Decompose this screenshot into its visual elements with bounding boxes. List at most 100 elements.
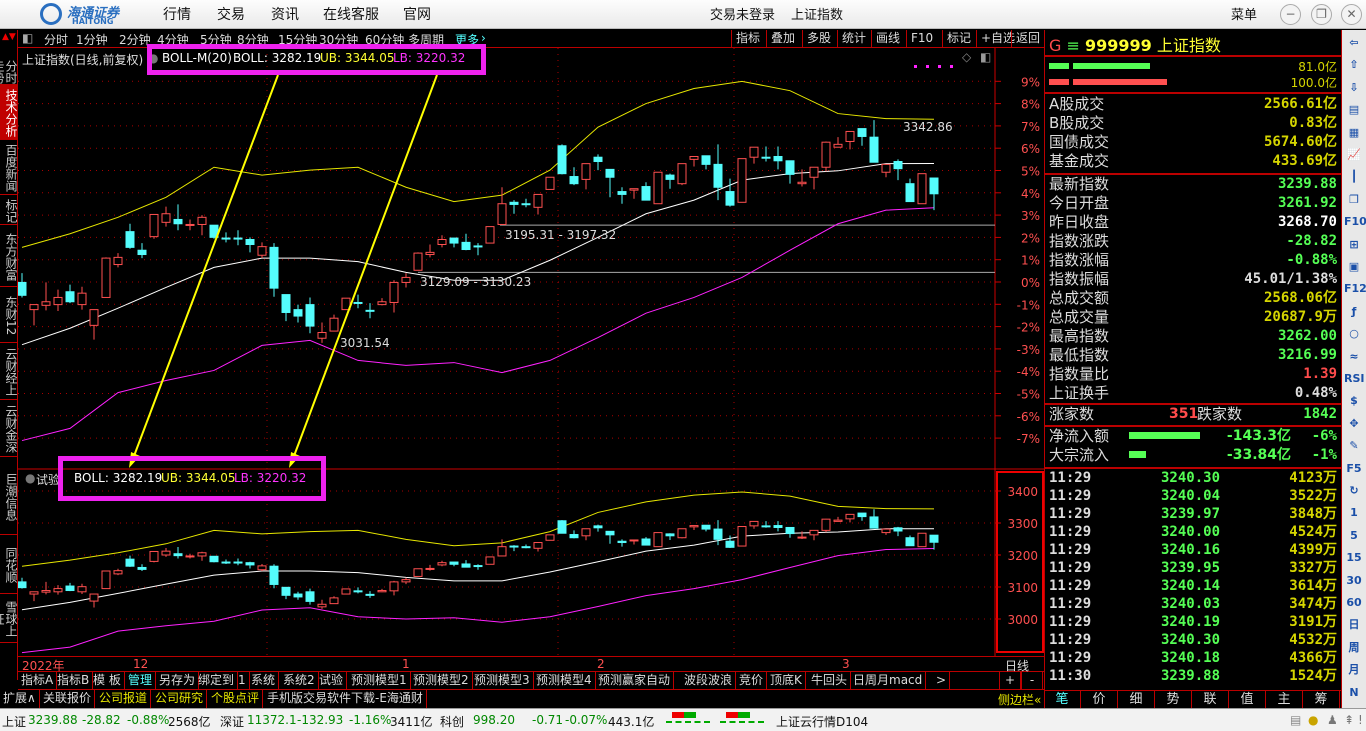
indicator-tab[interactable]: 系统2 bbox=[280, 672, 319, 690]
extension-tab[interactable]: 公司报道 bbox=[96, 690, 152, 708]
icon-bar-button[interactable]: 30 bbox=[1346, 573, 1362, 587]
diamond-icon[interactable]: ◇ bbox=[962, 50, 972, 64]
right-tab[interactable]: 筹 bbox=[1303, 691, 1340, 709]
indicator-tab[interactable]: 牛回头 bbox=[808, 672, 852, 690]
pencil-icon[interactable]: ✎ bbox=[1349, 439, 1359, 453]
period-tab[interactable]: 分时 bbox=[44, 33, 69, 47]
sidebar-item[interactable]: 巨潮信息 bbox=[0, 457, 18, 535]
menu-official-site[interactable]: 官网 bbox=[403, 7, 431, 23]
sidebar-item[interactable]: 分时走势 bbox=[0, 57, 18, 85]
toolbar-button[interactable]: 统计 bbox=[837, 30, 870, 48]
sz-name[interactable]: 深证 bbox=[220, 715, 245, 729]
left-arrow-icon[interactable]: ⇦ bbox=[1349, 36, 1359, 49]
menu-service[interactable]: 在线客服 bbox=[323, 7, 379, 23]
icon-bar-button[interactable]: F12 bbox=[1344, 282, 1366, 296]
menu-icon[interactable]: ≡ bbox=[1066, 36, 1080, 55]
menu-trade[interactable]: 交易 bbox=[217, 7, 245, 23]
period-tab[interactable]: 30分钟 bbox=[319, 33, 359, 47]
icon-bar-button[interactable]: N bbox=[1349, 685, 1359, 699]
indicator-tab[interactable]: 预测模型3 bbox=[471, 672, 534, 690]
period-tab[interactable]: 4分钟 bbox=[157, 33, 189, 47]
period-tab[interactable]: 多周期 bbox=[408, 33, 445, 47]
zoom-out-button[interactable]: - bbox=[1021, 672, 1043, 690]
toolbar-button[interactable]: 多股 bbox=[802, 30, 835, 48]
notes-icon[interactable]: ▣ bbox=[1348, 260, 1360, 273]
icon-bar-button[interactable]: 周 bbox=[1348, 640, 1360, 654]
period-tab[interactable]: 2分钟 bbox=[119, 33, 151, 47]
tree-icon[interactable]: ⊞ bbox=[1349, 237, 1359, 251]
toolbar-button[interactable]: 返回 bbox=[1011, 30, 1044, 48]
extension-tab[interactable]: 手机版交易软件下载-E海通财 bbox=[264, 690, 427, 708]
toolbar-button[interactable]: +自选 bbox=[976, 30, 1019, 48]
toolbar-button[interactable]: 画线 bbox=[871, 30, 904, 48]
period-tab[interactable]: 8分钟 bbox=[237, 33, 269, 47]
minimize-icon[interactable]: − bbox=[1280, 4, 1301, 25]
indicator-tab[interactable]: 绑定到 bbox=[195, 672, 239, 690]
icon-bar-button[interactable]: 60 bbox=[1346, 596, 1362, 609]
indicator-tab[interactable]: 指标B bbox=[54, 672, 94, 690]
server-name[interactable]: 上证云行情D104 bbox=[776, 715, 869, 729]
indicator-tab[interactable]: 日周月macd bbox=[850, 672, 927, 690]
wave-icon[interactable]: ≈ bbox=[1349, 349, 1359, 363]
restore-icon[interactable]: ❐ bbox=[1311, 4, 1332, 25]
period-tab[interactable]: 60分钟 bbox=[365, 33, 405, 47]
sidebar-item[interactable]: 东方财富 bbox=[0, 225, 18, 287]
right-tab[interactable]: 笔 bbox=[1044, 691, 1081, 709]
icon-bar-button[interactable]: 5 bbox=[1350, 528, 1358, 542]
indicator-tab[interactable]: 系统 bbox=[248, 672, 280, 690]
down-arrow-icon[interactable]: ⇩ bbox=[1349, 80, 1359, 94]
extension-tab[interactable]: 公司研究 bbox=[152, 690, 208, 708]
indicator-tab[interactable]: 波段波浪 bbox=[681, 672, 737, 690]
pin-icon[interactable]: ♟ bbox=[1327, 713, 1338, 727]
up-arrow-icon[interactable]: ⇧ bbox=[1349, 58, 1359, 72]
more-periods-button[interactable]: 更多 bbox=[455, 33, 480, 47]
right-tab[interactable]: 主 bbox=[1266, 691, 1303, 709]
indicator-tab[interactable]: 1 bbox=[235, 672, 250, 690]
indicator-tab[interactable]: 竞价 bbox=[736, 672, 768, 690]
sidebar-item[interactable]: 技术分析 bbox=[0, 85, 18, 140]
indicator-tab[interactable]: > bbox=[933, 672, 951, 690]
indicator-settings-icon[interactable]: ● bbox=[148, 51, 159, 65]
formula-icon[interactable]: ƒ bbox=[1351, 304, 1357, 318]
sidebar-item[interactable]: 同花顺 bbox=[0, 535, 18, 594]
trend-icon[interactable]: 📈 bbox=[1347, 148, 1361, 161]
up-tree-icon[interactable]: ⇞ bbox=[1344, 713, 1355, 727]
menu-news[interactable]: 资讯 bbox=[271, 7, 299, 23]
extension-tab[interactable]: 扩展∧ bbox=[0, 690, 40, 708]
extension-tab[interactable]: 个股点评 bbox=[208, 690, 264, 708]
dollar-icon[interactable]: $ bbox=[1350, 394, 1358, 408]
kline-chart[interactable]: 9% 8% 7% 6% 5% 4% 3% 2% 1% 0% -1% -2% -3% -4% -5% -6% -7… bbox=[18, 48, 1044, 656]
coin-icon[interactable]: ● bbox=[1308, 713, 1319, 727]
icon-bar-button[interactable]: F5 bbox=[1346, 461, 1362, 475]
toolbar-button[interactable]: F10 bbox=[906, 30, 937, 48]
right-tab[interactable]: 价 bbox=[1081, 691, 1118, 709]
windows-icon[interactable]: ❐ bbox=[1349, 192, 1359, 206]
toolbar-button[interactable]: 标记 bbox=[942, 30, 975, 48]
move-icon[interactable]: ✥ bbox=[1349, 416, 1359, 430]
login-status[interactable]: 交易未登录 bbox=[710, 8, 776, 23]
sidebar-item[interactable]: 云财金深 bbox=[0, 400, 18, 457]
indicator-tab[interactable]: 预测赢家自动 bbox=[595, 672, 675, 690]
zoom-in-button[interactable]: + bbox=[999, 672, 1021, 690]
right-tab[interactable]: 值 bbox=[1229, 691, 1266, 709]
indicator-tab[interactable]: 管理 bbox=[125, 672, 157, 690]
grid-icon[interactable]: ▦ bbox=[1348, 125, 1360, 139]
indicator-tab[interactable]: 试验 bbox=[316, 672, 348, 690]
chevron-right-icon[interactable]: › bbox=[481, 31, 486, 45]
icon-bar-button[interactable]: 1 bbox=[1350, 506, 1358, 520]
list-icon[interactable]: ▤ bbox=[1348, 103, 1360, 117]
icon-bar-button[interactable]: 月 bbox=[1348, 663, 1360, 677]
sidebar-item[interactable]: 雪球上证 bbox=[0, 594, 18, 643]
indicator-tab[interactable]: 模 板 bbox=[90, 672, 125, 690]
toolbar-button[interactable]: 叠加 bbox=[766, 30, 799, 48]
close-icon[interactable]: ✕ bbox=[1341, 4, 1362, 25]
extension-tab[interactable]: 关联报价 bbox=[40, 690, 96, 708]
period-tab[interactable]: 15分钟 bbox=[278, 33, 318, 47]
indicator-tab[interactable]: 指标A bbox=[18, 672, 58, 690]
right-tab[interactable]: 细 bbox=[1118, 691, 1155, 709]
circle-icon[interactable]: ○ bbox=[1349, 327, 1359, 341]
period-tab[interactable]: 1分钟 bbox=[76, 33, 108, 47]
sidebar-item[interactable]: 百度新闻 bbox=[0, 140, 18, 195]
candles-icon[interactable]: ┃ bbox=[1350, 170, 1358, 184]
sidebar-toggle[interactable]: 侧边栏« bbox=[998, 693, 1042, 707]
